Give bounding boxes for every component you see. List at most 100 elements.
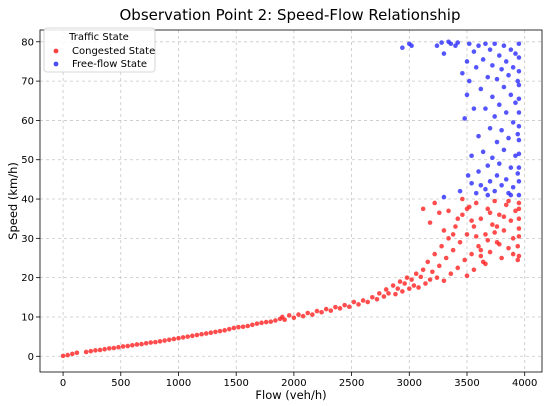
data-point bbox=[166, 337, 172, 343]
data-point bbox=[342, 302, 347, 308]
data-point bbox=[510, 65, 516, 70]
data-point bbox=[460, 196, 465, 202]
data-point bbox=[506, 135, 511, 141]
legend: Traffic State Congested State Free-flow … bbox=[43, 27, 156, 73]
data-point bbox=[483, 106, 488, 111]
data-point bbox=[499, 127, 504, 133]
data-point bbox=[125, 343, 131, 349]
data-point bbox=[515, 257, 521, 263]
data-point bbox=[516, 192, 522, 198]
data-point bbox=[180, 335, 186, 340]
data-point bbox=[273, 318, 278, 323]
data-point bbox=[176, 335, 181, 341]
data-point bbox=[487, 47, 493, 52]
y-axis-label: Speed (km/h) bbox=[6, 162, 20, 240]
data-point bbox=[483, 261, 488, 267]
data-point bbox=[70, 351, 75, 357]
chart-title: Observation Point 2: Speed-Flow Relation… bbox=[119, 6, 460, 24]
data-point bbox=[513, 51, 518, 56]
data-point bbox=[436, 210, 442, 216]
data-point bbox=[441, 228, 447, 233]
data-point bbox=[464, 59, 470, 64]
data-point bbox=[333, 304, 338, 310]
data-point bbox=[153, 339, 158, 345]
data-point bbox=[478, 216, 484, 221]
data-point bbox=[513, 153, 518, 159]
data-point bbox=[448, 41, 454, 47]
data-point bbox=[259, 320, 264, 326]
plot-frame bbox=[39, 29, 543, 373]
y-tick-label: 40 bbox=[21, 195, 34, 206]
data-point bbox=[374, 296, 380, 302]
data-point bbox=[455, 216, 461, 221]
data-point bbox=[464, 92, 470, 98]
legend-box bbox=[43, 27, 156, 73]
x-tick-label: 2500 bbox=[339, 378, 364, 389]
data-point bbox=[508, 47, 514, 52]
data-point bbox=[490, 63, 495, 68]
data-point bbox=[515, 131, 521, 137]
data-point bbox=[516, 68, 522, 74]
data-point bbox=[300, 313, 306, 319]
data-point bbox=[402, 281, 407, 286]
data-point bbox=[513, 100, 518, 106]
data-point bbox=[185, 334, 191, 339]
data-point bbox=[473, 190, 479, 196]
data-point bbox=[497, 212, 502, 218]
x-tick-label: 2000 bbox=[281, 378, 306, 389]
data-point bbox=[434, 43, 440, 49]
data-point bbox=[492, 188, 497, 194]
legend-label-free-flow: Free-flow State bbox=[72, 59, 147, 70]
data-point bbox=[423, 281, 428, 286]
data-point bbox=[432, 200, 437, 206]
data-point bbox=[516, 165, 522, 170]
data-point bbox=[328, 308, 334, 313]
x-tick-label: 1000 bbox=[166, 378, 191, 389]
data-point bbox=[516, 55, 522, 60]
data-point bbox=[510, 120, 516, 125]
data-point bbox=[485, 206, 491, 212]
data-point bbox=[516, 179, 522, 184]
data-point bbox=[217, 328, 223, 334]
data-point bbox=[508, 92, 514, 98]
data-point bbox=[400, 289, 405, 294]
data-point bbox=[515, 171, 521, 176]
data-point bbox=[516, 110, 522, 115]
data-point bbox=[157, 339, 163, 344]
data-point bbox=[370, 295, 375, 300]
data-point bbox=[516, 234, 522, 239]
data-point bbox=[485, 74, 491, 80]
axis-ticks: 0 500 1000 1500 2000 2500 3000 3500 4000 0 10 20 30 4… bbox=[21, 37, 537, 389]
data-point bbox=[516, 216, 522, 221]
data-point bbox=[455, 40, 461, 45]
data-point bbox=[296, 312, 301, 317]
data-point bbox=[499, 255, 504, 261]
data-point bbox=[478, 182, 484, 188]
data-point bbox=[171, 336, 177, 342]
x-tick-label: 3000 bbox=[397, 378, 422, 389]
data-point bbox=[462, 257, 467, 263]
data-point bbox=[386, 291, 391, 296]
data-point bbox=[439, 40, 444, 45]
data-point bbox=[427, 220, 433, 225]
data-point bbox=[503, 59, 509, 64]
data-point bbox=[516, 137, 522, 143]
data-point bbox=[483, 186, 488, 192]
data-point bbox=[469, 218, 474, 223]
data-point bbox=[464, 206, 470, 212]
data-point bbox=[515, 243, 521, 249]
data-point bbox=[143, 341, 149, 346]
data-point bbox=[497, 241, 502, 247]
data-point bbox=[510, 251, 516, 257]
data-point bbox=[480, 149, 486, 155]
data-point bbox=[430, 269, 435, 275]
data-point bbox=[231, 325, 237, 331]
data-point bbox=[314, 308, 320, 314]
data-point bbox=[356, 302, 361, 307]
data-point bbox=[494, 139, 500, 145]
data-point bbox=[483, 41, 488, 47]
data-point bbox=[222, 328, 227, 333]
data-point bbox=[60, 353, 66, 359]
data-point bbox=[465, 173, 471, 178]
data-point bbox=[494, 76, 500, 82]
